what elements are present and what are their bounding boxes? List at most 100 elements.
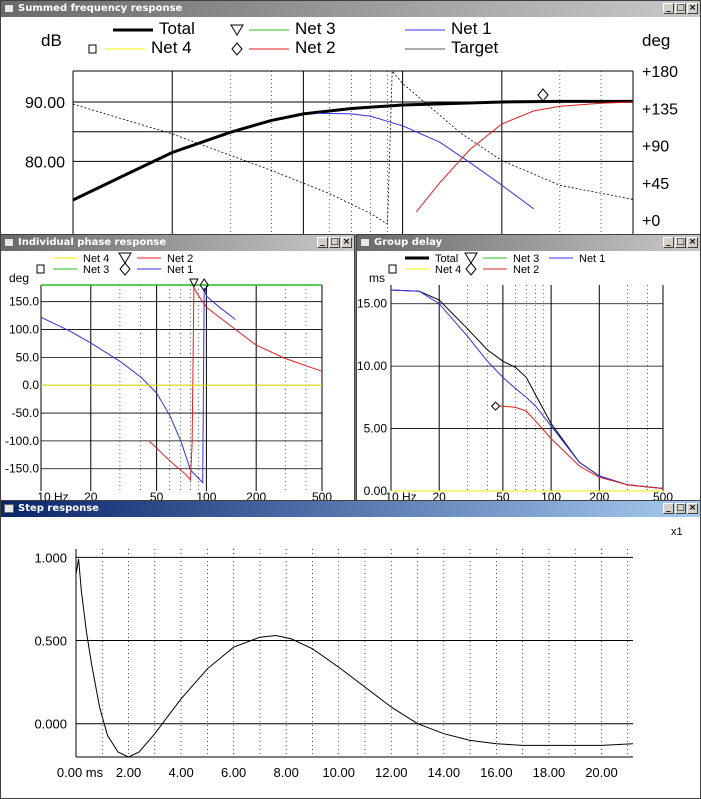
x-tick-label: 50 — [496, 490, 510, 501]
legend-label: Net 3 — [295, 19, 336, 38]
y-tick-label: 1.000 — [34, 550, 67, 565]
y-tick-label: -50.0 — [12, 406, 40, 420]
close-button[interactable]: × — [687, 237, 698, 248]
group-delay-window: Group delay _ □ × ms 15.00 10.00 5.00 0.00 10… — [356, 234, 701, 502]
x-tick-label: 0.00 ms — [57, 765, 104, 780]
y-tick-label: 0.500 — [34, 634, 67, 649]
y-axis-right-unit-label: deg — [642, 31, 670, 50]
titlebar[interactable]: Group delay _ □ × — [357, 235, 700, 251]
legend-label: Total — [435, 253, 458, 265]
x-tick-label: 200 — [589, 490, 609, 501]
series-line-net-1 — [390, 289, 664, 489]
legend-label: Net 4 — [435, 264, 461, 276]
y-tick-label: 150.0 — [9, 295, 39, 309]
series-line-total — [75, 558, 634, 758]
series-line-net-1 — [316, 112, 535, 210]
y-tick-label: 0.00 — [364, 484, 388, 498]
x-tick-label: 100 — [541, 490, 561, 501]
scale-label: x1 — [671, 526, 683, 538]
x-tick-label: 50 — [150, 490, 164, 501]
window-title: Individual phase response — [18, 237, 167, 248]
y-right-tick-label: +45 — [642, 176, 669, 193]
series-line-net-1 — [40, 287, 236, 484]
plot-background — [357, 251, 700, 501]
y-axis-unit-label: deg — [9, 271, 29, 285]
y-right-tick-label: +90 — [642, 139, 669, 156]
step-chart: x1 1.000 0.500 0.000 0.00 ms 2.00 4.00 6.00 8.00… — [1, 517, 700, 798]
diamond-marker-icon — [465, 262, 477, 276]
x-tick-label: 200 — [246, 490, 266, 501]
window-controls: _ □ × — [317, 237, 352, 248]
legend-label: Total — [159, 19, 195, 38]
y-tick-label: 10.00 — [357, 359, 387, 373]
close-button[interactable]: × — [687, 3, 698, 14]
x-tick-label: 8.00 — [274, 765, 299, 780]
y-tick-label: 5.00 — [364, 422, 388, 436]
y-tick-label: 90.00 — [25, 95, 65, 112]
legend-label: Net 1 — [167, 264, 193, 276]
x-tick-label: 16.00 — [480, 765, 513, 780]
y-tick-label: 0.0 — [22, 378, 39, 392]
legend-label: Net 4 — [151, 38, 192, 57]
square-marker-icon — [388, 264, 397, 274]
x-tick-label: 10.00 — [322, 765, 355, 780]
close-button[interactable]: × — [341, 237, 352, 248]
window-controls: _ □ × — [663, 3, 698, 14]
summed-response-window: Summed frequency response _ □ × dB deg 90.… — [0, 0, 701, 236]
maximize-button[interactable]: □ — [329, 237, 340, 248]
minimize-button[interactable]: _ — [317, 237, 328, 248]
titlebar[interactable]: Step response _ □ × — [1, 501, 700, 517]
legend-label: Net 2 — [513, 264, 539, 276]
minimize-button[interactable]: _ — [663, 237, 674, 248]
maximize-button[interactable]: □ — [675, 3, 686, 14]
legend-label: Net 4 — [83, 253, 109, 265]
series-line-net-2 — [495, 405, 664, 489]
phase-response-window: Individual phase response _ □ × deg 150.0… — [0, 234, 355, 502]
x-tick-label: 10 Hz — [37, 490, 68, 501]
x-tick-label: 12.00 — [375, 765, 408, 780]
titlebar[interactable]: Individual phase response _ □ × — [1, 235, 354, 251]
y-right-tick-label: +180 — [642, 64, 678, 81]
plot-background — [1, 517, 700, 798]
x-tick-label: 14.00 — [428, 765, 461, 780]
x-tick-label: 100 — [196, 490, 216, 501]
x-tick-label: 20.00 — [585, 765, 618, 780]
plot-background — [1, 251, 354, 501]
step-response-window: Step response _ □ × x1 1.000 0.500 0.000 0.0… — [0, 500, 701, 799]
close-button[interactable]: × — [687, 503, 698, 514]
titlebar[interactable]: Summed frequency response _ □ × — [1, 1, 700, 17]
x-tick-label: 500 — [312, 490, 332, 501]
window-icon — [360, 238, 370, 247]
square-marker-icon — [36, 264, 45, 274]
x-tick-label: 2.00 — [116, 765, 141, 780]
x-tick-label: 18.00 — [533, 765, 566, 780]
x-tick-label: 500 — [653, 490, 673, 501]
maximize-button[interactable]: □ — [675, 237, 686, 248]
y-right-tick-label: +0 — [642, 213, 660, 230]
window-icon — [4, 238, 14, 247]
window-controls: _ □ × — [663, 503, 698, 514]
diamond-marker-icon — [490, 401, 501, 411]
diamond-marker-icon — [537, 88, 549, 102]
minimize-button[interactable]: _ — [663, 3, 674, 14]
window-title: Summed frequency response — [18, 3, 183, 14]
minimize-button[interactable]: _ — [663, 503, 674, 514]
legend-label: Net 1 — [451, 19, 492, 38]
legend-label: Net 2 — [167, 253, 193, 265]
square-marker-icon — [88, 44, 97, 54]
legend-label: Net 3 — [513, 253, 539, 265]
diamond-marker-icon — [199, 278, 209, 292]
x-tick-label: 20 — [433, 490, 447, 501]
y-axis-unit-label: ms — [369, 271, 385, 285]
y-tick-label: 15.00 — [357, 297, 387, 311]
window-icon — [4, 504, 14, 513]
y-tick-label: -100.0 — [5, 434, 39, 448]
x-tick-label: 20 — [84, 490, 98, 501]
y-tick-label: 0.000 — [34, 717, 67, 732]
y-tick-label: 80.00 — [25, 154, 65, 171]
triangle-marker-icon — [230, 24, 244, 36]
plot-background — [1, 17, 700, 235]
maximize-button[interactable]: □ — [675, 503, 686, 514]
